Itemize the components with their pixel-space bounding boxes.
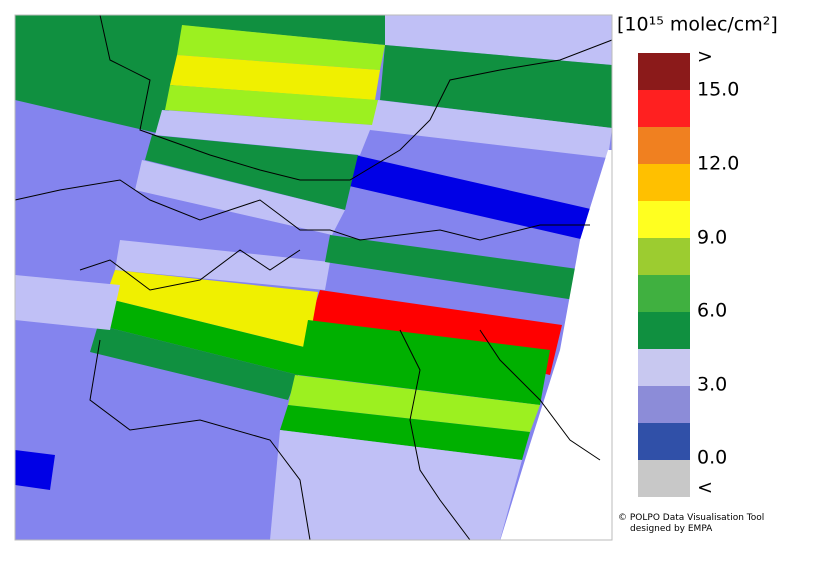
swath <box>280 405 530 460</box>
swath <box>270 430 522 540</box>
swath <box>180 15 385 45</box>
legend-label: > <box>697 46 713 68</box>
swath <box>298 320 550 405</box>
legend-label: 0.0 <box>697 447 727 469</box>
color-box <box>638 238 690 275</box>
border-line <box>79 249 301 291</box>
coastline <box>89 339 311 541</box>
color-box <box>638 127 690 164</box>
color-box <box>638 423 690 460</box>
swath <box>288 375 540 432</box>
legend-label: 6.0 <box>697 300 727 322</box>
color-box <box>638 53 690 90</box>
color-box <box>638 349 690 386</box>
swath <box>325 235 585 300</box>
legend-label: < <box>697 477 713 499</box>
swath <box>105 270 318 348</box>
color-box <box>638 164 690 201</box>
color-box <box>638 312 690 349</box>
swath <box>345 155 595 240</box>
legend-label: 15.0 <box>697 79 739 101</box>
color-box <box>638 386 690 423</box>
legend-label: 3.0 <box>697 374 727 396</box>
swath <box>115 240 330 290</box>
legend-label: 12.0 <box>697 153 739 175</box>
coastline <box>399 329 471 541</box>
swath <box>145 135 358 210</box>
swath <box>380 45 612 128</box>
coastline <box>479 329 601 461</box>
swath <box>385 15 612 65</box>
swath <box>90 325 298 400</box>
swath <box>15 15 185 135</box>
map <box>14 14 613 541</box>
swath <box>170 55 380 100</box>
swath <box>177 25 385 70</box>
map-frame <box>14 14 613 541</box>
color-box <box>638 201 690 238</box>
swath <box>155 110 372 155</box>
color-box <box>638 460 690 497</box>
swath <box>15 275 120 330</box>
no-data <box>500 150 613 541</box>
border-line <box>99 14 613 181</box>
border-line <box>14 179 590 241</box>
swath <box>98 298 308 375</box>
swath <box>15 450 55 490</box>
credit: © POLPO Data Visualisation Tool <box>618 513 764 523</box>
credit: designed by EMPA <box>630 524 713 534</box>
legend-label: 9.0 <box>697 227 727 249</box>
swath <box>135 160 345 235</box>
swath <box>370 100 612 158</box>
color-box <box>638 90 690 127</box>
swath <box>165 85 378 125</box>
legend-title: [10¹⁵ molec/cm²] <box>617 14 778 36</box>
color-box <box>638 275 690 312</box>
colorbar: [10¹⁵ molec/cm²] > 15.0 12.0 9.0 6.0 3.0… <box>617 14 778 499</box>
